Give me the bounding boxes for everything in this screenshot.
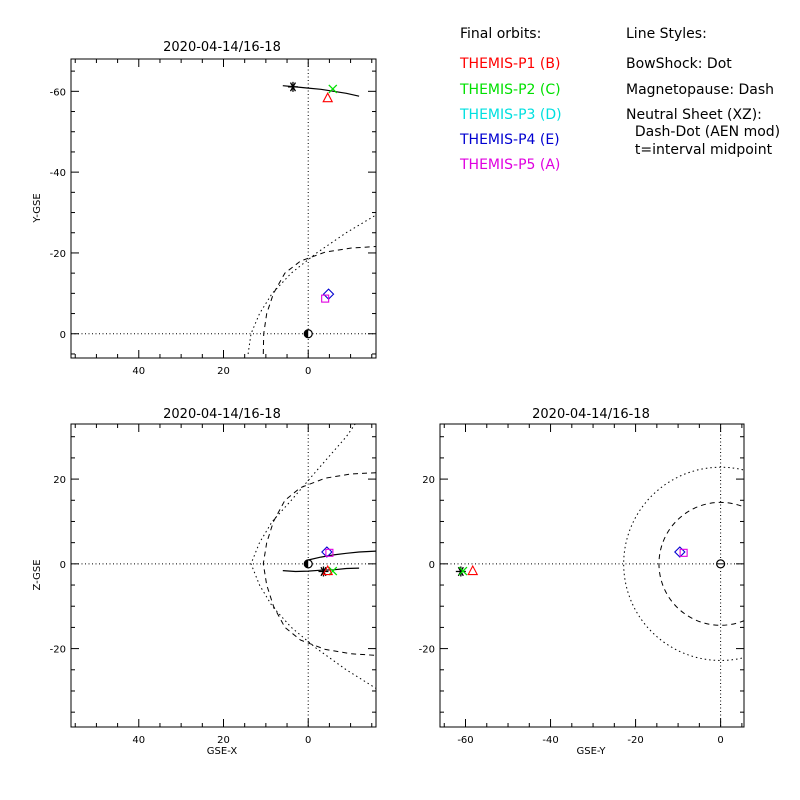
y-tick-label: 0 bbox=[60, 330, 66, 341]
bowshock-line bbox=[247, 214, 376, 355]
panel-xz-title: 2020-04-14/16-18 bbox=[163, 407, 281, 422]
panel-xz-plot: 2020-04-14/16-18 Z-GSE GSE-X 40 20 0 20 0 -20 bbox=[32, 407, 377, 757]
plot-frame bbox=[70, 423, 377, 728]
panel-xy-plot: 2020-04-14/16-18 Y-GSE 40 20 0 -60 -40 -20 0 bbox=[32, 40, 377, 377]
x-tick-label: 20 bbox=[217, 735, 230, 746]
earth-icon bbox=[303, 559, 313, 569]
magnetopause-circle-line bbox=[658, 501, 744, 626]
bowshock-line bbox=[250, 424, 376, 689]
series-group bbox=[247, 85, 376, 355]
legend-orbits-title: Final orbits: bbox=[460, 26, 542, 42]
panel-xy-title: 2020-04-14/16-18 bbox=[163, 40, 281, 55]
panel-xy-ylabel: Y-GSE bbox=[32, 193, 43, 223]
legend-probe-p2: THEMIS-P2 (C) bbox=[460, 82, 561, 98]
legend-probe-p4: THEMIS-P4 (E) bbox=[460, 132, 560, 148]
x-tick-label: -20 bbox=[627, 735, 643, 746]
panel-yz-xlabel: GSE-Y bbox=[577, 746, 607, 757]
bowshock-circle-line bbox=[623, 466, 744, 661]
magnetopause-line bbox=[262, 472, 376, 656]
legend-style-magnetopause: Magnetopause: Dash bbox=[626, 82, 775, 98]
triangle-marker bbox=[467, 564, 479, 576]
legend-style-dash-dot: Dash-Dot (AEN mod) bbox=[626, 124, 781, 140]
legend-probe-p5: THEMIS-P5 (A) bbox=[460, 157, 561, 173]
legend-style-neutral-sheet: Neutral Sheet (XZ): bbox=[626, 107, 762, 123]
diamond-marker bbox=[321, 546, 333, 558]
plot-frame bbox=[439, 423, 745, 728]
x-marker bbox=[458, 566, 468, 576]
x-tick-label: 20 bbox=[217, 366, 230, 377]
triangle-marker bbox=[322, 92, 334, 103]
legend-probe-p1: THEMIS-P1 (B) bbox=[460, 56, 561, 72]
square-marker bbox=[325, 548, 334, 557]
star-marker bbox=[455, 566, 466, 577]
x-tick-label: 40 bbox=[132, 735, 145, 746]
panel-xz-xlabel: GSE-X bbox=[207, 746, 238, 757]
y-tick-label: -20 bbox=[50, 249, 66, 260]
y-tick-label: -20 bbox=[50, 645, 66, 656]
star-marker bbox=[287, 81, 298, 92]
x-tick-label: -60 bbox=[457, 735, 473, 746]
orbit-line bbox=[282, 567, 360, 573]
legend-probe-p3: THEMIS-P3 (D) bbox=[460, 107, 562, 123]
earth-icon bbox=[716, 559, 726, 569]
x-marker bbox=[328, 84, 338, 94]
legend-styles-title: Line Styles: bbox=[626, 26, 707, 42]
series-group bbox=[623, 466, 744, 661]
series-group bbox=[250, 424, 376, 689]
y-tick-label: -60 bbox=[50, 87, 66, 98]
x-tick-label: 0 bbox=[717, 735, 723, 746]
y-tick-label: 0 bbox=[429, 560, 435, 571]
panel-xz-ylabel: Z-GSE bbox=[32, 559, 43, 590]
diamond-marker bbox=[674, 546, 686, 558]
triangle-marker bbox=[322, 564, 334, 576]
y-tick-label: 20 bbox=[53, 475, 66, 486]
orbit-line bbox=[308, 550, 376, 561]
panel-yz-title: 2020-04-14/16-18 bbox=[532, 407, 650, 422]
magnetopause-line bbox=[262, 246, 376, 355]
panel-yz-plot: 2020-04-14/16-18 GSE-Y -60 -40 -20 0 20 0 -20 bbox=[419, 407, 745, 757]
y-tick-label: -20 bbox=[419, 645, 435, 656]
legend-style-midpoint: t=interval midpoint bbox=[626, 142, 773, 158]
x-tick-label: 0 bbox=[305, 366, 311, 377]
x-tick-label: -40 bbox=[542, 735, 558, 746]
y-tick-label: 0 bbox=[60, 560, 66, 571]
x-tick-label: 0 bbox=[305, 735, 311, 746]
plot-frame bbox=[70, 58, 377, 359]
y-tick-label: -40 bbox=[50, 168, 66, 179]
legend-style-bowshock: BowShock: Dot bbox=[626, 56, 732, 72]
earth-icon bbox=[303, 329, 313, 339]
x-tick-label: 40 bbox=[132, 366, 145, 377]
square-marker bbox=[679, 548, 688, 557]
y-tick-label: 20 bbox=[422, 475, 435, 486]
square-marker bbox=[321, 294, 330, 303]
x-marker bbox=[328, 566, 338, 576]
